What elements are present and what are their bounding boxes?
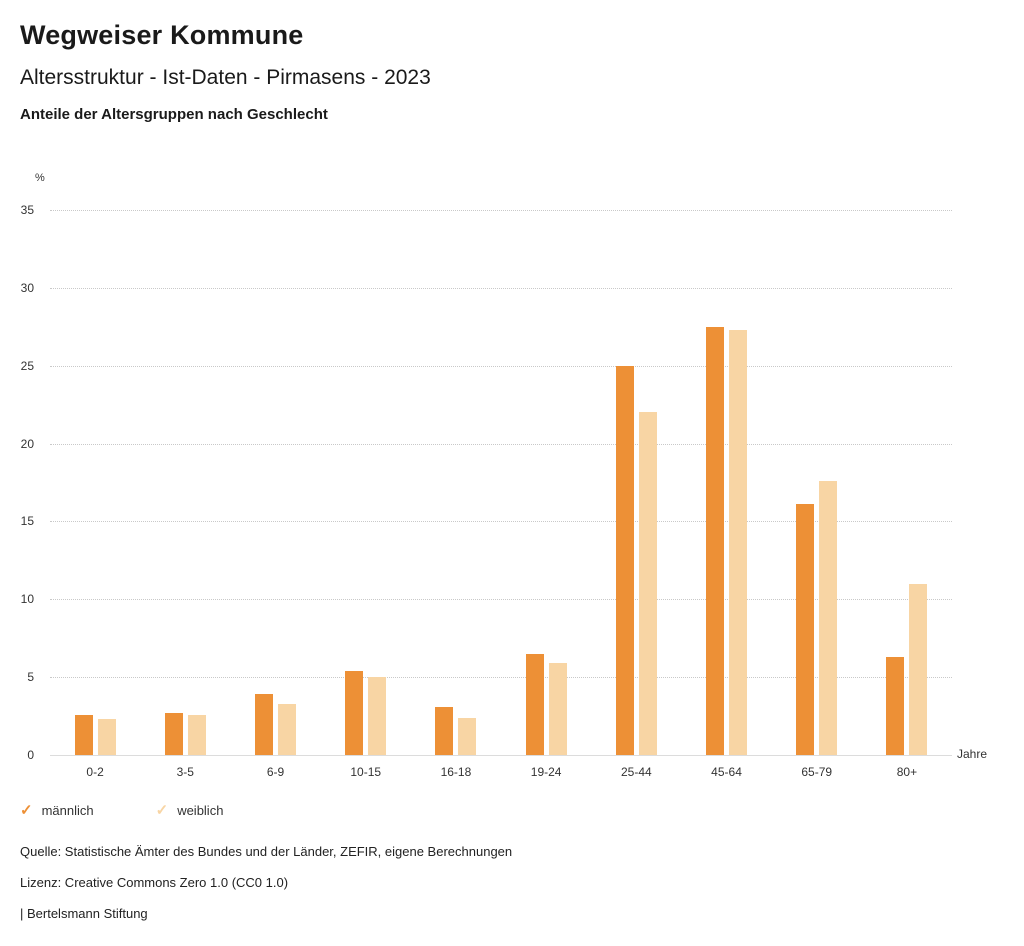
brand-text: | Bertelsmann Stiftung [20,906,148,921]
legend: ✓ männlich ✓ weiblich [20,803,223,818]
gridline-0 [50,755,952,756]
x-tick-label-10-15: 10-15 [350,765,382,779]
y-tick-label-25: 25 [20,358,34,373]
bar-weiblich-45-64 [729,329,748,755]
bar-group-19-24 [501,210,591,755]
bar-weiblich-0-2 [97,719,116,755]
y-axis-unit-label: % [35,172,45,184]
bar-männlich-6-9 [255,694,273,755]
bar-group-10-15 [321,210,411,755]
bar-männlich-65-79 [796,504,815,755]
x-tick-label-0-2: 0-2 [86,765,104,779]
bar-weiblich-25-44 [638,412,657,755]
bar-group-16-18 [411,210,501,755]
x-tick-label-3-5: 3-5 [176,765,194,779]
gridline-35 [50,210,952,211]
license-text: Lizenz: Creative Commons Zero 1.0 (CC0 1… [20,875,289,890]
y-tick-label-0: 0 [27,748,34,762]
gridline-20 [50,443,952,445]
legend-item-weiblich: ✓ weiblich [156,803,224,818]
bar-männlich-16-18 [435,706,454,755]
bar-männlich-0-2 [74,714,93,755]
x-axis-unit-label: Jahre [957,747,988,761]
gridline-10 [50,599,952,601]
page-title: Wegweiser Kommune [20,20,304,50]
bar-weiblich-6-9 [278,703,296,755]
bar-männlich-80+ [886,656,905,755]
x-tick-label-16-18: 16-18 [440,765,472,779]
gridline-5 [50,677,952,679]
bar-group-0-2 [50,210,140,755]
bar-weiblich-65-79 [819,480,838,755]
bar-group-25-44 [591,210,681,755]
y-tick-label-10: 10 [20,592,34,607]
bar-group-80+ [862,210,952,755]
x-tick-label-25-44: 25-44 [620,765,652,779]
bar-group-65-79 [772,210,862,755]
y-tick-label-30: 30 [20,280,34,295]
bar-weiblich-80+ [909,583,928,755]
y-tick-label-35: 35 [20,203,34,217]
bar-männlich-25-44 [615,365,634,755]
y-axis: 0 5 10 15 20 25 30 35 [0,203,38,762]
bar-group-45-64 [681,210,771,755]
gridline-25 [50,365,952,367]
x-tick-label-6-9: 6-9 [266,765,285,779]
bar-weiblich-3-5 [187,714,206,755]
gridline-15 [50,521,952,523]
chart-subtitle: Altersstruktur - Ist-Daten - Pirmasens -… [20,66,431,89]
x-tick-label-19-24: 19-24 [530,765,562,779]
source-text: Quelle: Statistische Ämter des Bundes un… [20,844,513,859]
bar-weiblich-19-24 [548,663,567,755]
y-tick-label-5: 5 [27,670,34,685]
legend-label: männlich [41,803,94,818]
chart-description: Anteile der Altersgruppen nach Geschlech… [20,106,328,123]
bar-männlich-10-15 [345,670,364,755]
plot-area [50,210,952,756]
bar-männlich-3-5 [164,712,183,755]
x-tick-label-80+: 80+ [896,765,918,779]
legend-check-icon: ✓ [20,802,33,819]
bar-weiblich-10-15 [368,677,387,755]
x-tick-label-65-79: 65-79 [801,765,833,779]
gridline-30 [50,287,952,289]
bar-männlich-19-24 [525,653,544,755]
x-tick-label-45-64: 45-64 [711,765,742,779]
legend-item-maennlich: ✓ männlich [20,803,94,818]
legend-check-icon: ✓ [155,802,169,819]
y-tick-label-15: 15 [20,514,34,529]
bar-group-6-9 [230,210,320,755]
y-tick-label-20: 20 [20,436,34,451]
x-axis: 0-2 3-5 6-9 10-15 16-18 19-24 25-44 45-64 65-79 8… [50,765,952,779]
bar-groups [50,210,952,755]
bar-weiblich-16-18 [458,717,477,755]
bar-männlich-45-64 [706,326,725,755]
bar-group-3-5 [140,210,230,755]
legend-label: weiblich [177,803,224,818]
